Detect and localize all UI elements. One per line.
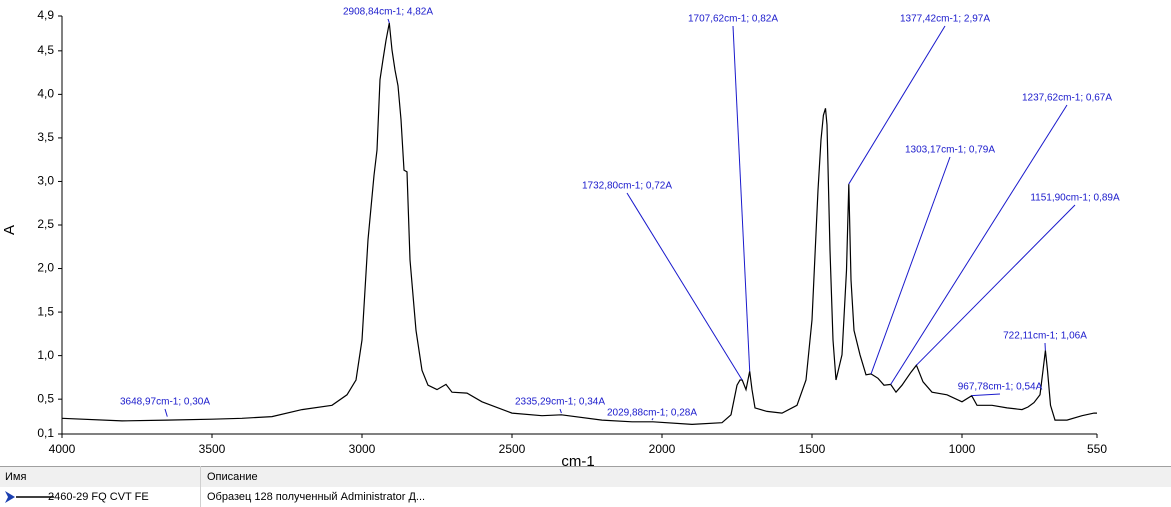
y-tick-label: 4,9 bbox=[37, 8, 54, 22]
annotation-label: 1707,62cm-1; 0,82A bbox=[688, 14, 778, 25]
y-tick-label: 4,0 bbox=[37, 87, 54, 101]
y-tick-label: 3,0 bbox=[37, 174, 54, 188]
y-tick-label: 2,0 bbox=[37, 261, 54, 275]
y-tick-label: 2,5 bbox=[37, 217, 54, 231]
annotation-leader bbox=[848, 25, 946, 185]
spectrum-line bbox=[61, 22, 1097, 426]
series-icon bbox=[5, 491, 54, 503]
annotation-label: 2335,29cm-1; 0,34A bbox=[515, 397, 605, 408]
header-cell: Описание bbox=[207, 471, 258, 483]
x-tick-label: 4000 bbox=[49, 442, 76, 456]
table-row[interactable]: 2460-29 FQ CVT FE Образец 128 полученный… bbox=[0, 487, 1171, 507]
chart: cm-1 A 0,1 0,5 1,0 1,5 2,0 2,5 3,0 3,5 4,0 4,5 4,9… bbox=[1, 7, 1120, 466]
annotation-leader bbox=[626, 192, 743, 381]
annotation-leader bbox=[971, 393, 1001, 397]
annotation-label: 1377,42cm-1; 2,97A bbox=[900, 14, 990, 25]
annotation-label: 2029,88cm-1; 0,28A bbox=[607, 408, 697, 419]
x-tick-label: 2500 bbox=[499, 442, 526, 456]
y-tick-label: 1,5 bbox=[37, 304, 54, 318]
x-tick-label: 3500 bbox=[199, 442, 226, 456]
y-tick-label: 3,5 bbox=[37, 130, 54, 144]
annotation-leader bbox=[732, 25, 751, 372]
column-separator bbox=[200, 466, 201, 507]
y-axis-label: A bbox=[1, 225, 18, 235]
annotation-leader bbox=[164, 408, 168, 417]
annotation-label: 1732,80cm-1; 0,72A bbox=[582, 181, 672, 192]
x-tick-label: 1000 bbox=[949, 442, 976, 456]
y-tick-label: 4,5 bbox=[37, 43, 54, 57]
annotation-label: 1303,17cm-1; 0,79A bbox=[905, 145, 995, 156]
y-tick-label: 0,1 bbox=[37, 426, 54, 440]
legend-table: Имя Описание 2460-29 FQ CVT FE Образец 1… bbox=[0, 466, 1171, 507]
x-tick-label: 1500 bbox=[799, 442, 826, 456]
series-name: 2460-29 FQ CVT FE bbox=[48, 491, 149, 503]
header-cell: Имя bbox=[5, 471, 27, 483]
annotation-label: 3648,97cm-1; 0,30A bbox=[120, 397, 210, 408]
y-tick-label: 1,0 bbox=[37, 348, 54, 362]
annotation-leader bbox=[387, 18, 390, 24]
annotation-label: 1151,90cm-1; 0,89A bbox=[1030, 193, 1120, 204]
annotation-label: 722,11cm-1; 1,06A bbox=[1003, 331, 1087, 342]
annotation-leader bbox=[870, 156, 951, 375]
x-axis-label: cm-1 bbox=[561, 453, 594, 466]
row-arrow bbox=[5, 491, 15, 503]
annotation-leader bbox=[651, 418, 654, 421]
x-tick-label: 3000 bbox=[349, 442, 376, 456]
annotation-leader bbox=[559, 408, 562, 414]
annotation-label: 1237,62cm-1; 0,67A bbox=[1022, 93, 1112, 104]
x-tick-label: 2000 bbox=[649, 442, 676, 456]
series-description: Образец 128 полученный Administrator Д..… bbox=[207, 491, 426, 503]
y-tick-label: 0,5 bbox=[37, 391, 54, 405]
x-tick-label: 550 bbox=[1087, 442, 1107, 456]
annotation-leader bbox=[916, 204, 1076, 366]
annotation-label: 2908,84cm-1; 4,82A bbox=[343, 7, 433, 18]
annotation-leader bbox=[890, 104, 1068, 385]
table-header: Имя Описание bbox=[0, 466, 1171, 488]
annotation-label: 967,78cm-1; 0,54A bbox=[958, 382, 1043, 393]
